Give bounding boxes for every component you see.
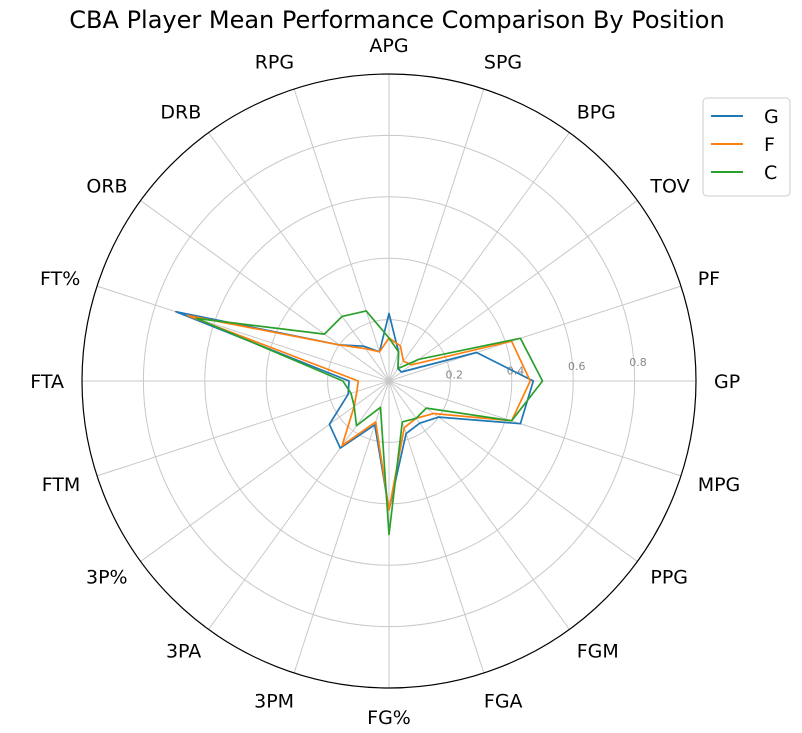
radial-tick-label: 0.6 [568,360,586,373]
legend-label-G: G [764,106,779,128]
axis-label-fta: FTA [30,371,64,393]
axis-label-spg: SPG [484,51,522,73]
radial-tick-label: 0.8 [629,356,647,369]
spoke-gridline [208,380,390,630]
spoke-gridline [293,88,390,382]
axis-labels: GP PF TOV BPG SPG APG RPG DRB ORB FT% FTA FTM 3P% 3PA… [30,35,740,729]
chart-title: CBA Player Mean Performance Comparison B… [69,6,724,34]
spoke-gridline [388,380,638,562]
spoke-gridline [388,380,485,674]
series-line-C [195,310,544,536]
axis-label-3p-pct: 3P% [86,567,128,589]
radar-series [175,310,544,536]
spoke-gridline [388,285,682,382]
spoke-gridline [208,132,390,382]
spoke-gridline [96,380,390,477]
axis-label-3pm: 3PM [254,691,294,713]
spoke-gridline [388,88,485,382]
series-line-F [186,314,532,511]
axis-label-gp: GP [714,371,740,393]
spoke-gridline [140,380,390,562]
spoke-gridline [293,380,390,674]
axis-label-pf: PF [698,268,720,290]
spoke-gridline [388,380,682,477]
legend-label-C: C [764,162,777,184]
spoke-gridline [140,200,390,382]
axis-label-orb: ORB [86,175,127,197]
spoke-gridline [96,285,390,382]
legend: GFC [702,97,791,197]
axis-label-ppg: PPG [650,567,688,589]
legend-label-F: F [764,134,775,156]
axis-label-rpg: RPG [255,51,294,73]
spoke-gridline [388,380,570,630]
axis-label-mpg: MPG [698,474,741,496]
axis-label-drb: DRB [160,102,201,124]
spoke-gridline [388,200,638,382]
radial-tick-label: 0.2 [446,369,464,382]
axis-label-apg: APG [369,35,408,57]
outer-circle [81,73,697,689]
axis-label-bpg: BPG [577,102,616,124]
spoke-gridline [388,132,570,382]
axis-label-fg-pct: FG% [367,707,411,729]
radar-grid: 0.2 0.4 0.6 0.8 [81,73,697,689]
axis-label-fgm: FGM [577,640,619,662]
axis-label-ftm: FTM [42,474,81,496]
axis-label-3pa: 3PA [166,640,201,662]
axis-label-tov: TOV [649,175,689,197]
axis-label-ft-pct: FT% [40,268,80,290]
axis-label-fga: FGA [484,691,523,713]
